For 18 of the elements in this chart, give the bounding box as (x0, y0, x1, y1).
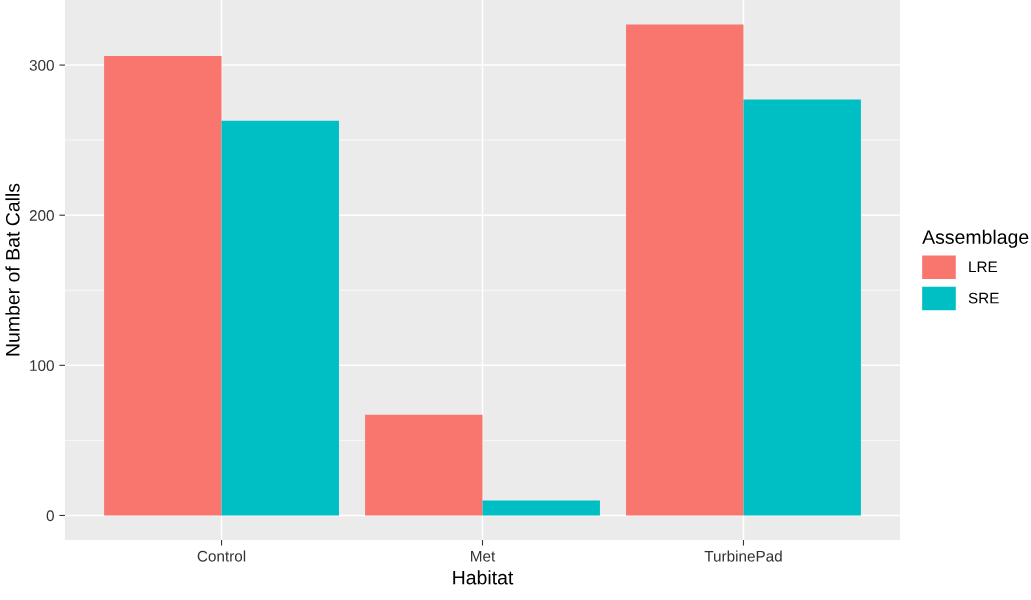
y-tick-label: 200 (29, 210, 54, 221)
legend-title: Assemblage (922, 229, 1029, 248)
bar (365, 414, 483, 516)
bar (482, 500, 600, 516)
y-tick-label: 300 (29, 59, 54, 71)
x-tick-label: TurbinePad (704, 550, 782, 562)
x-axis-title: Habitat (453, 570, 514, 585)
x-tick-label: Control (197, 550, 246, 562)
bar (221, 120, 339, 516)
bar (104, 56, 222, 516)
y-tick-label: 0 (46, 510, 54, 522)
y-tick-label: 100 (30, 360, 54, 372)
y-axis-title: Number of Bat Calls (5, 183, 20, 356)
legend-label: SRE (968, 292, 999, 304)
legend-label: LRE (969, 261, 998, 273)
x-tick-label: Met (471, 550, 496, 562)
bar (743, 99, 861, 516)
bar (626, 24, 744, 516)
